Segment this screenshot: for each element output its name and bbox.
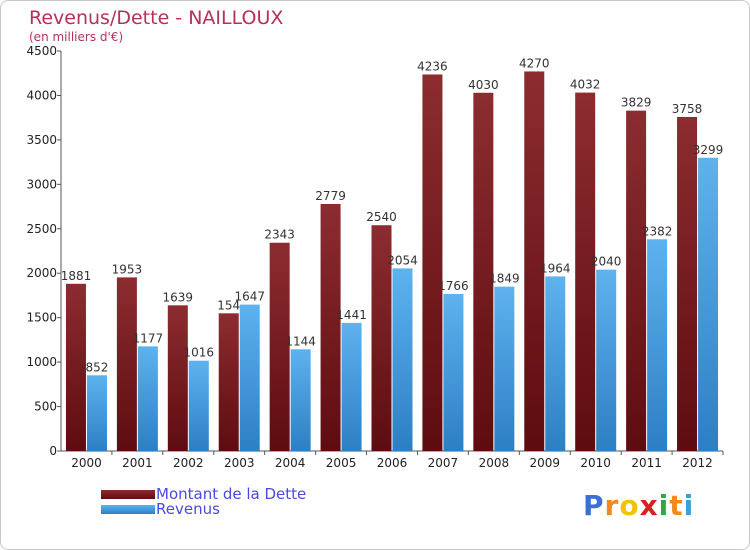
x-tick-label: 2007 (428, 456, 459, 470)
bar-debt (371, 225, 392, 451)
bar-revenue (647, 239, 668, 451)
data-label-revenue: 1144 (285, 334, 316, 348)
x-tick-label: 2011 (631, 456, 662, 470)
x-tick-label: 2006 (377, 456, 408, 470)
data-label-debt: 1639 (163, 290, 194, 304)
y-tick-label: 2000 (26, 266, 57, 280)
data-label-revenue: 3299 (693, 143, 724, 157)
data-label-debt: 154 (217, 298, 240, 312)
bar-debt (269, 242, 290, 451)
bar-debt (167, 305, 188, 451)
data-label-revenue: 1964 (540, 261, 571, 275)
bar-revenue (443, 294, 464, 451)
data-label-debt: 2540 (366, 210, 397, 224)
data-label-revenue: 1849 (489, 272, 520, 286)
logo-letter: i (658, 489, 670, 522)
bar-revenue (392, 268, 413, 451)
legend-label-debt: Montant de la Dette (156, 485, 307, 503)
bar-revenue (494, 286, 515, 451)
bar-revenue (545, 276, 566, 451)
bar-revenue (188, 360, 209, 451)
bar-debt (677, 116, 698, 451)
data-label-revenue: 1016 (184, 346, 215, 360)
x-tick-label: 2003 (224, 456, 255, 470)
bar-debt (575, 92, 596, 451)
logo-letter: o (619, 489, 640, 522)
legend-swatch-revenue (101, 505, 155, 514)
y-tick-label: 1000 (26, 355, 57, 369)
data-label-revenue: 2382 (642, 224, 673, 238)
bar-revenue (86, 375, 107, 451)
y-tick-label: 4500 (26, 44, 57, 58)
x-tick-label: 2005 (326, 456, 357, 470)
x-tick-label: 2000 (71, 456, 102, 470)
bar-revenue (239, 304, 260, 451)
data-label-debt: 3758 (672, 102, 703, 116)
logo-letter: x (639, 489, 659, 522)
data-label-revenue: 852 (86, 360, 109, 374)
data-label-revenue: 1766 (438, 279, 469, 293)
x-tick-label: 2002 (173, 456, 204, 470)
bar-debt (65, 283, 86, 451)
data-label-revenue: 1441 (336, 308, 367, 322)
logo-letter: t (669, 489, 684, 522)
bar-revenue (596, 269, 617, 451)
y-tick-label: 0 (49, 444, 57, 458)
bar-revenue (137, 346, 158, 451)
y-tick-label: 2500 (26, 222, 57, 236)
data-label-debt: 1881 (61, 269, 92, 283)
bar-debt (422, 74, 443, 451)
data-label-revenue: 1177 (133, 331, 164, 345)
data-label-debt: 4032 (570, 78, 601, 92)
data-label-revenue: 2040 (591, 255, 622, 269)
chart-subtitle: (en milliers d'€) (29, 30, 124, 44)
data-label-debt: 2343 (264, 228, 295, 242)
bar-debt (524, 71, 545, 451)
y-tick-label: 4000 (26, 88, 57, 102)
data-label-revenue: 1647 (234, 290, 265, 304)
bar-revenue (341, 322, 362, 451)
data-label-debt: 3829 (621, 96, 652, 110)
x-tick-label: 2010 (580, 456, 611, 470)
y-tick-label: 3000 (26, 177, 57, 191)
bar-debt (116, 277, 137, 451)
bar-debt (320, 203, 341, 451)
proxiti-logo: Proxiti (583, 489, 694, 522)
chart-title: Revenus/Dette - NAILLOUX (29, 7, 284, 29)
x-tick-label: 2008 (479, 456, 510, 470)
y-tick-label: 1500 (26, 311, 57, 325)
data-label-debt: 1953 (112, 262, 143, 276)
legend-label-revenue: Revenus (156, 500, 220, 518)
legend-swatch-debt (101, 490, 155, 499)
bar-revenue (290, 349, 311, 451)
bar-debt (473, 92, 494, 452)
bar-debt (218, 313, 239, 451)
data-label-debt: 4030 (468, 78, 499, 92)
bar-revenue (698, 157, 719, 451)
x-tick-label: 2004 (275, 456, 306, 470)
logo-letter: P (583, 489, 605, 522)
x-tick-label: 2001 (122, 456, 153, 470)
y-tick-label: 3500 (26, 133, 57, 147)
data-label-debt: 4270 (519, 56, 550, 70)
x-tick-label: 2012 (682, 456, 713, 470)
logo-letter: i (683, 489, 695, 522)
data-label-revenue: 2054 (387, 253, 418, 267)
x-tick-label: 2009 (529, 456, 560, 470)
logo-letter: r (604, 489, 620, 522)
bar-debt (626, 110, 647, 452)
data-label-debt: 4236 (417, 59, 448, 73)
y-tick-label: 500 (34, 400, 57, 414)
data-label-debt: 2779 (315, 189, 346, 203)
